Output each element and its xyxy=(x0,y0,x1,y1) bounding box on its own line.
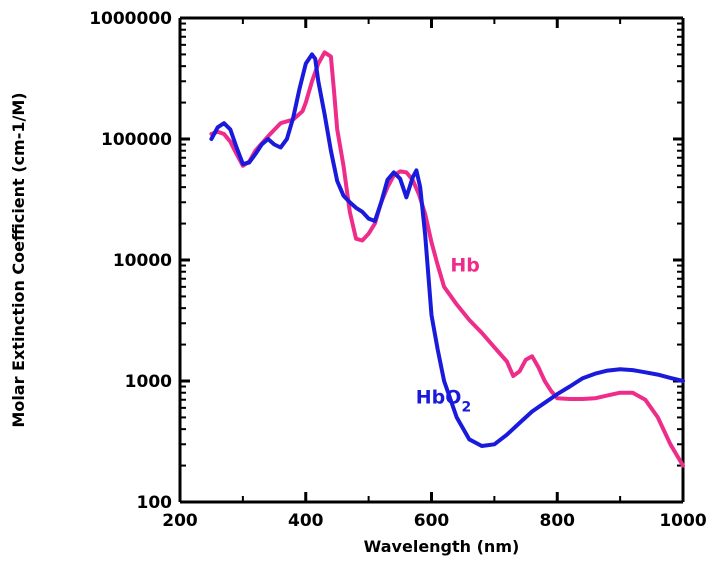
series-line-hb xyxy=(209,50,685,468)
y-tick-label: 10000 xyxy=(113,251,172,271)
y-tick-label: 1000000 xyxy=(89,9,172,29)
x-tick-label: 600 xyxy=(414,511,450,531)
y-tick-label: 100000 xyxy=(101,130,172,150)
series-label-hb: Hb xyxy=(450,255,480,277)
y-tick-label: 100 xyxy=(137,493,173,513)
chart-ticks: 100 1000 10000 100000 1000000 200 400 600 800 100… xyxy=(89,9,707,531)
chart-axes xyxy=(178,16,685,504)
y-axis-title: Molar Extinction Coefficient (cm-1/M) xyxy=(9,92,28,427)
chart-labels: Wavelength (nm) Molar Extinction Coeffic… xyxy=(9,92,519,556)
chart-series: Hb HbO2 xyxy=(209,50,685,468)
series-label-subscript: 2 xyxy=(461,400,471,416)
x-tick-label: 800 xyxy=(540,511,576,531)
y-tick-label: 1000 xyxy=(125,372,172,392)
x-tick-label: 400 xyxy=(288,511,324,531)
x-axis-title: Wavelength (nm) xyxy=(364,537,520,556)
series-line-hbo2 xyxy=(209,52,685,448)
series-label-hbo2: HbO2 xyxy=(416,387,471,416)
x-tick-label: 200 xyxy=(162,511,198,531)
x-tick-label: 1000 xyxy=(659,511,706,531)
